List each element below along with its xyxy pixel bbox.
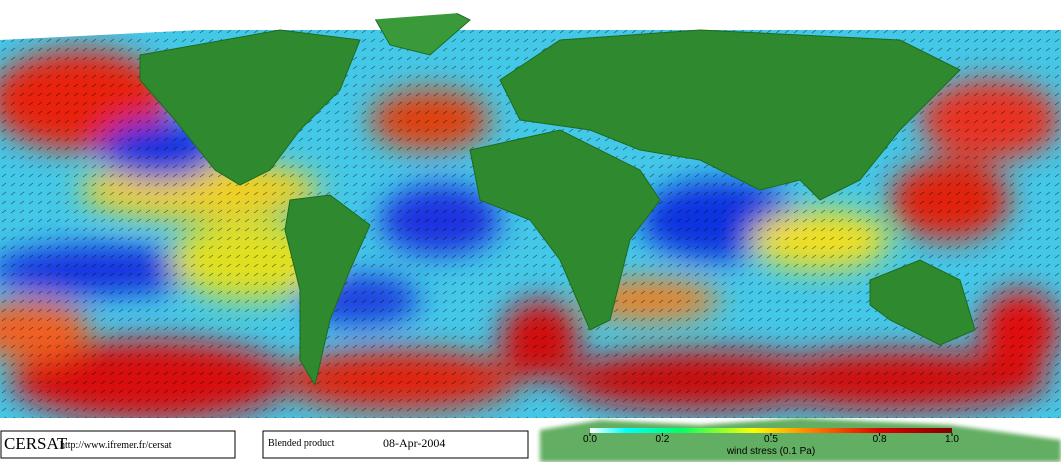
- product-box: [262, 430, 529, 459]
- colorbar-label: wind stress (0.1 Pa): [726, 446, 815, 457]
- brand-box: [0, 430, 236, 459]
- north-america: [139, 29, 361, 186]
- colorbar-tick-label: 0.0: [583, 434, 597, 445]
- land: [139, 4, 976, 387]
- arctic: [0, 0, 1061, 40]
- url: http://www.ifremer.fr/cersat: [60, 440, 172, 451]
- eurasia: [499, 29, 961, 201]
- colorbar-tick-label: 0.2: [655, 434, 669, 445]
- colorbar-tick-label: 1.0: [945, 434, 959, 445]
- africa: [469, 129, 661, 331]
- date: 08-Apr-2004: [383, 436, 445, 450]
- colorbar-ticks: 0.0 0.2 0.5 0.8 1.0: [583, 433, 959, 445]
- colorbar-tick-label: 0.5: [764, 434, 778, 445]
- product: Blended product: [268, 438, 335, 449]
- south-america: [284, 194, 371, 387]
- colorbar-tick-label: 0.8: [873, 434, 887, 445]
- brand: CERSAT: [4, 434, 68, 453]
- australia: [869, 259, 976, 346]
- colorbar: [590, 428, 952, 433]
